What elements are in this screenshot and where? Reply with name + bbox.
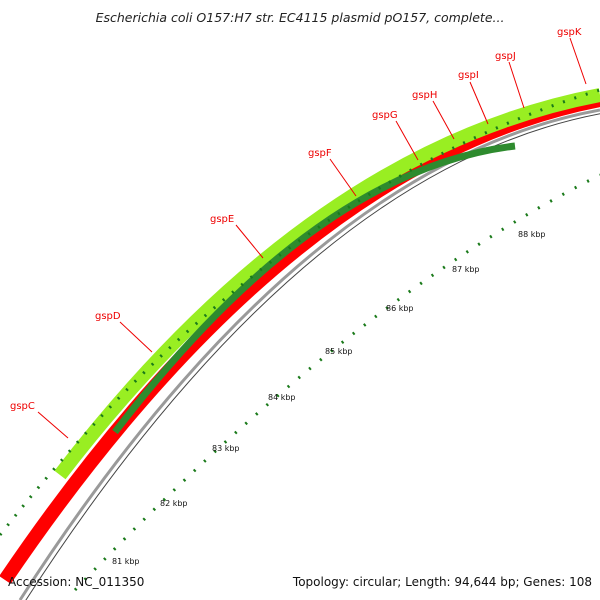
gspH-leader-line: [432, 100, 455, 140]
backbone-circle-inner: [25, 113, 600, 600]
gene-label: gspE: [210, 214, 234, 225]
gspE-leader-line: [235, 224, 264, 259]
gene-label: gspF: [308, 148, 332, 159]
outer-feature-band: [54, 88, 600, 480]
feature-bands: [54, 88, 600, 480]
gene-label: gspK: [557, 27, 582, 38]
gspJ-leader-line: [508, 61, 525, 109]
gene-leaders: [37, 37, 587, 439]
scale-labels: 81 kbp 82 kbp 83 kbp 84 kbp 85 kbp 86 kb…: [112, 230, 546, 566]
outer-dotted-ring-path: [0, 88, 600, 536]
map-title: Escherichia coli O157:H7 str. EC4115 pla…: [96, 10, 505, 25]
scale-tick-label: 87 kbp: [452, 265, 480, 274]
backbone-circle-outer: [18, 108, 600, 600]
scale-tick-label: 82 kbp: [160, 499, 188, 508]
gene-label: gspC: [10, 401, 35, 412]
inner-feature-band: [112, 142, 516, 435]
gspC-leader-line: [37, 411, 69, 439]
map-summary: Topology: circular; Length: 94,644 bp; G…: [292, 575, 592, 589]
scale-tick-label: 81 kbp: [112, 557, 140, 566]
backbone-track: [18, 108, 600, 600]
scale-tick-label: 84 kbp: [268, 393, 296, 402]
gene-label: gspH: [412, 90, 437, 101]
gspF-leader-line: [329, 158, 357, 197]
gene-label: gspJ: [495, 51, 516, 62]
gspG-leader-line: [395, 120, 419, 161]
gene-label: gspD: [95, 311, 121, 322]
scale-tick-label: 88 kbp: [518, 230, 546, 239]
gspD-leader-line: [119, 321, 153, 353]
scale-tick-label: 85 kbp: [325, 347, 353, 356]
outer-dotted-ring: [0, 88, 600, 536]
gspK-leader-line: [569, 37, 587, 85]
gene-label: gspI: [458, 70, 479, 81]
gspI-leader-line: [469, 81, 489, 125]
accession-label: Accession: NC_011350: [8, 575, 144, 589]
scale-tick-label: 83 kbp: [212, 444, 240, 453]
gene-labels: gspC gspD gspE gspF gspG gspH gspI gspJ …: [10, 27, 582, 412]
gene-label: gspG: [372, 110, 398, 121]
scale-tick-label: 86 kbp: [386, 304, 414, 313]
cds-arc: [0, 93, 600, 584]
cds-track: [0, 93, 600, 584]
